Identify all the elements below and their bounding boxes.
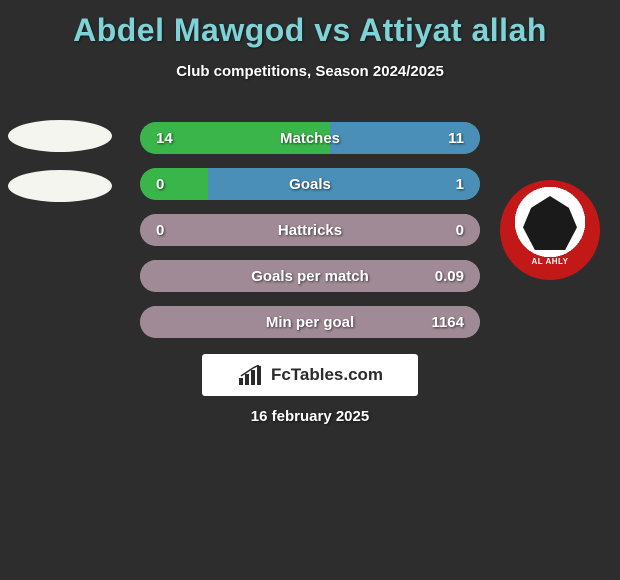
avatar-placeholder-ellipse bbox=[8, 170, 112, 202]
right-player-avatar bbox=[500, 180, 600, 280]
chart-icon bbox=[237, 365, 265, 385]
stat-label: Matches bbox=[280, 130, 340, 147]
club-badge-al-ahly bbox=[500, 180, 600, 280]
left-player-avatar bbox=[8, 120, 112, 202]
stat-label: Min per goal bbox=[266, 314, 354, 331]
stat-label: Hattricks bbox=[278, 222, 342, 239]
right-value: 1 bbox=[456, 176, 464, 193]
subtitle: Club competitions, Season 2024/2025 bbox=[0, 63, 620, 80]
date-label: 16 february 2025 bbox=[0, 408, 620, 425]
comparison-bars: 14 Matches 11 0 Goals 1 0 Hattricks 0 Goals per m… bbox=[140, 122, 480, 338]
stat-row-matches: 14 Matches 11 bbox=[140, 122, 480, 154]
stat-row-goals: 0 Goals 1 bbox=[140, 168, 480, 200]
right-value: 0.09 bbox=[435, 268, 464, 285]
right-value: 11 bbox=[448, 130, 464, 147]
watermark: FcTables.com bbox=[202, 354, 418, 396]
stat-label: Goals bbox=[289, 176, 331, 193]
avatar-placeholder-ellipse bbox=[8, 120, 112, 152]
bar-fill-left bbox=[140, 168, 208, 200]
left-value: 0 bbox=[156, 176, 164, 193]
right-value: 0 bbox=[456, 222, 464, 239]
watermark-text: FcTables.com bbox=[271, 365, 383, 385]
page-title: Abdel Mawgod vs Attiyat allah bbox=[0, 0, 620, 49]
left-value: 14 bbox=[156, 130, 173, 147]
stat-row-goals-per-match: Goals per match 0.09 bbox=[140, 260, 480, 292]
right-value: 1164 bbox=[431, 314, 464, 331]
left-value: 0 bbox=[156, 222, 164, 239]
stat-row-hattricks: 0 Hattricks 0 bbox=[140, 214, 480, 246]
stat-row-min-per-goal: Min per goal 1164 bbox=[140, 306, 480, 338]
stat-label: Goals per match bbox=[251, 268, 369, 285]
bar-fill-right bbox=[208, 168, 480, 200]
